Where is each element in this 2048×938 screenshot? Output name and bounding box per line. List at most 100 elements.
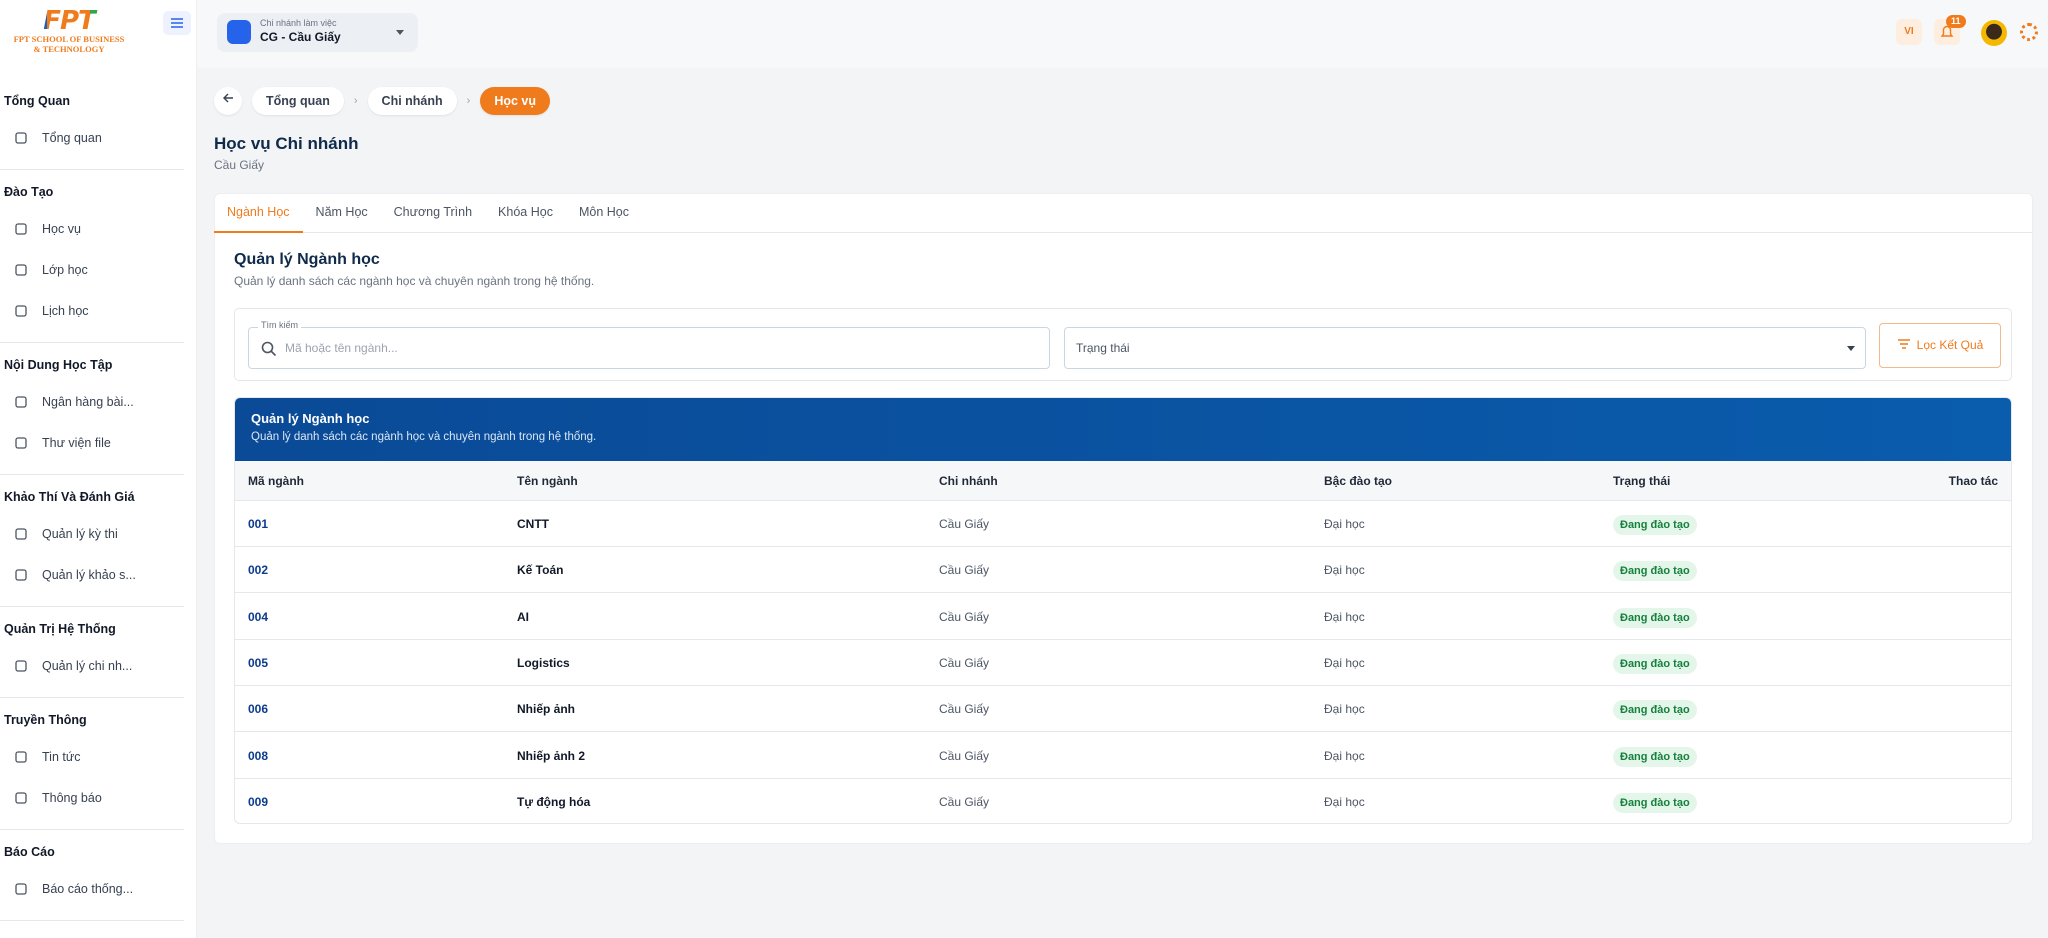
table-cell: Nhiếp ảnh bbox=[517, 702, 576, 717]
nav-item[interactable]: Học vụ bbox=[0, 208, 184, 249]
separator: › bbox=[353, 95, 358, 107]
nav-item[interactable]: Quản lý khảo s... bbox=[0, 554, 184, 595]
settings[interactable] bbox=[2020, 23, 2038, 41]
status-badge: Đang đào tạo bbox=[1613, 700, 1697, 721]
nav-section-title: Truyền Thông bbox=[4, 713, 87, 727]
table-row[interactable]: 008 Nhiếp ảnh 2 Cầu Giấy Đại học Đang đào tạ… bbox=[235, 733, 2011, 779]
nav-item-label: Báo cáo thống... bbox=[42, 881, 134, 896]
table-cell: 005 bbox=[248, 655, 269, 670]
icon bbox=[15, 304, 27, 317]
table-cell: Đang đào tạo bbox=[1613, 501, 1697, 547]
tab[interactable]: Chương Trình bbox=[393, 205, 473, 219]
nav-item[interactable]: Lịch học bbox=[0, 290, 184, 331]
status-badge: Đang đào tạo bbox=[1613, 607, 1697, 628]
nav-item[interactable]: Quản lý chi nh... bbox=[0, 645, 184, 686]
filter-button[interactable]: Lọc Kết Quả bbox=[1879, 323, 2001, 368]
icon bbox=[1897, 339, 1910, 349]
table-row[interactable]: 002 Kế Toán Cầu Giấy Đại học Đang đào tạo bbox=[235, 547, 2011, 594]
topbar bbox=[197, 0, 2048, 68]
icon bbox=[15, 395, 27, 408]
notification-count: 11 bbox=[1946, 15, 1966, 28]
nav-item-label: Học vụ bbox=[42, 221, 81, 236]
breadcrumb-item[interactable]: Học vụ bbox=[480, 87, 551, 115]
caret bbox=[396, 30, 404, 39]
nav-item-label: Quản lý kỳ thi bbox=[42, 526, 118, 541]
table-header: Mã ngành Tên ngành Chi nhánh Bậc đào tạo Trạ… bbox=[235, 461, 2011, 501]
icon bbox=[15, 222, 27, 235]
table-cell: Kế Toán bbox=[517, 563, 564, 578]
icon bbox=[15, 568, 27, 581]
tab[interactable]: Năm Học bbox=[315, 205, 368, 219]
table-row[interactable]: 004 AI Cầu Giấy Đại học Đang đào tạo bbox=[235, 594, 2011, 640]
logo-brand: FPT bbox=[4, 8, 134, 34]
nav-item-label: Thư viện file bbox=[42, 435, 111, 450]
icon bbox=[15, 527, 27, 540]
nav-section: Khảo Thí Và Đánh Giá Quản lý kỳ thi Quản l… bbox=[0, 475, 184, 607]
tab[interactable]: Môn Học bbox=[578, 205, 629, 219]
nav-section: Nội Dung Học Tập Ngân hàng bài... Thư viện… bbox=[0, 343, 184, 475]
table-cell: Đại học bbox=[1324, 517, 1365, 531]
nav-section: Quản Trị Hệ Thống Quản lý chi nh... bbox=[0, 607, 184, 698]
banner-description: Quản lý danh sách các ngành học và chuyê… bbox=[251, 431, 597, 443]
search-input[interactable]: Mã hoặc tên ngành... bbox=[248, 327, 1050, 369]
banner-title: Quản lý Ngành học bbox=[251, 411, 370, 426]
nav-item[interactable]: Lớp học bbox=[0, 249, 184, 290]
breadcrumb-item[interactable]: Tổng quan bbox=[252, 87, 344, 115]
logo-line: FPT SCHOOL OF BUSINESS bbox=[13, 34, 125, 44]
table-cell: Cầu Giấy bbox=[939, 702, 990, 717]
nav-item-label: Ngân hàng bài... bbox=[42, 394, 134, 409]
table-cell: Đại học bbox=[1324, 748, 1365, 763]
icon bbox=[15, 750, 27, 763]
icon bbox=[15, 263, 27, 276]
back-button[interactable] bbox=[214, 87, 242, 115]
table-row[interactable]: 006 Nhiếp ảnh Cầu Giấy Đại học Đang đào tạo bbox=[235, 686, 2011, 733]
breadcrumb-item[interactable]: Chi nhánh bbox=[367, 87, 457, 115]
nav-item[interactable]: Quản lý kỳ thi bbox=[0, 513, 184, 554]
table-cell: Cầu Giấy bbox=[939, 609, 990, 624]
table-cell: 008 bbox=[248, 748, 269, 763]
icon bbox=[15, 791, 27, 804]
table-cell: Đại học bbox=[1324, 794, 1365, 809]
tab[interactable]: Ngành Học bbox=[214, 193, 303, 233]
icon bbox=[15, 882, 27, 895]
notifications[interactable]: 11 bbox=[1934, 15, 1966, 45]
table: Quản lý Ngành học Quản lý danh sách các n… bbox=[234, 397, 2012, 824]
nav-item[interactable]: Tin tức bbox=[0, 736, 184, 777]
nav-section-title: Tổng Quan bbox=[4, 94, 70, 108]
branch-selector[interactable]: Chi nhánh làm việc CG - Cầu Giấy bbox=[217, 13, 418, 52]
page-title: Học vụ Chi nhánh bbox=[214, 134, 359, 153]
table-cell: 004 bbox=[248, 609, 269, 624]
status-select[interactable]: Trạng thái bbox=[1064, 327, 1866, 369]
nav-section: Tổng Quan Tổng quan bbox=[0, 79, 184, 170]
nav-item-label: Tổng quan bbox=[42, 130, 102, 145]
icon bbox=[223, 93, 233, 103]
logo-line: & TECHNOLOGY bbox=[33, 44, 105, 54]
nav-item[interactable]: Thư viện file bbox=[0, 422, 184, 463]
avatar[interactable] bbox=[1981, 20, 2007, 46]
tab[interactable]: Khóa Học bbox=[498, 205, 553, 219]
column-header: Tên ngành bbox=[517, 474, 578, 488]
table-cell: Đang đào tạo bbox=[1613, 594, 1697, 640]
status-placeholder: Trạng thái bbox=[1076, 341, 1130, 355]
nav-item[interactable]: Tổng quan bbox=[0, 117, 184, 158]
nav-item[interactable]: Ngân hàng bài... bbox=[0, 381, 184, 422]
logo: FPT FPT SCHOOL OF BUSINESS & TECHNOLOGY bbox=[4, 8, 134, 54]
nav-item[interactable]: Thông báo bbox=[0, 777, 184, 818]
menu-toggle[interactable] bbox=[163, 11, 191, 35]
table-row[interactable]: 001 CNTT Cầu Giấy Đại học Đang đào tạo bbox=[235, 501, 2011, 547]
column-header: Bậc đào tạo bbox=[1324, 474, 1393, 488]
status-badge: Đang đào tạo bbox=[1613, 792, 1697, 813]
table-row[interactable]: 009 Tự động hóa Cầu Giấy Đại học Đang đào tạ… bbox=[235, 779, 2011, 823]
filters: Mã hoặc tên ngành... Tìm kiếm Trạng thái Lọ… bbox=[234, 308, 2012, 381]
nav-item-label: Thông báo bbox=[42, 790, 102, 805]
icon bbox=[15, 659, 27, 672]
nav-item-label: Tin tức bbox=[42, 749, 81, 764]
language[interactable]: VI bbox=[1896, 19, 1922, 45]
status-badge: Đang đào tạo bbox=[1613, 653, 1697, 674]
table-row[interactable]: 005 Logistics Cầu Giấy Đại học Đang đào tạo bbox=[235, 640, 2011, 686]
nav-item[interactable]: Báo cáo thống... bbox=[0, 868, 184, 909]
table-cell: Đang đào tạo bbox=[1613, 686, 1697, 732]
section-title: Quản lý Ngành học bbox=[234, 251, 380, 268]
